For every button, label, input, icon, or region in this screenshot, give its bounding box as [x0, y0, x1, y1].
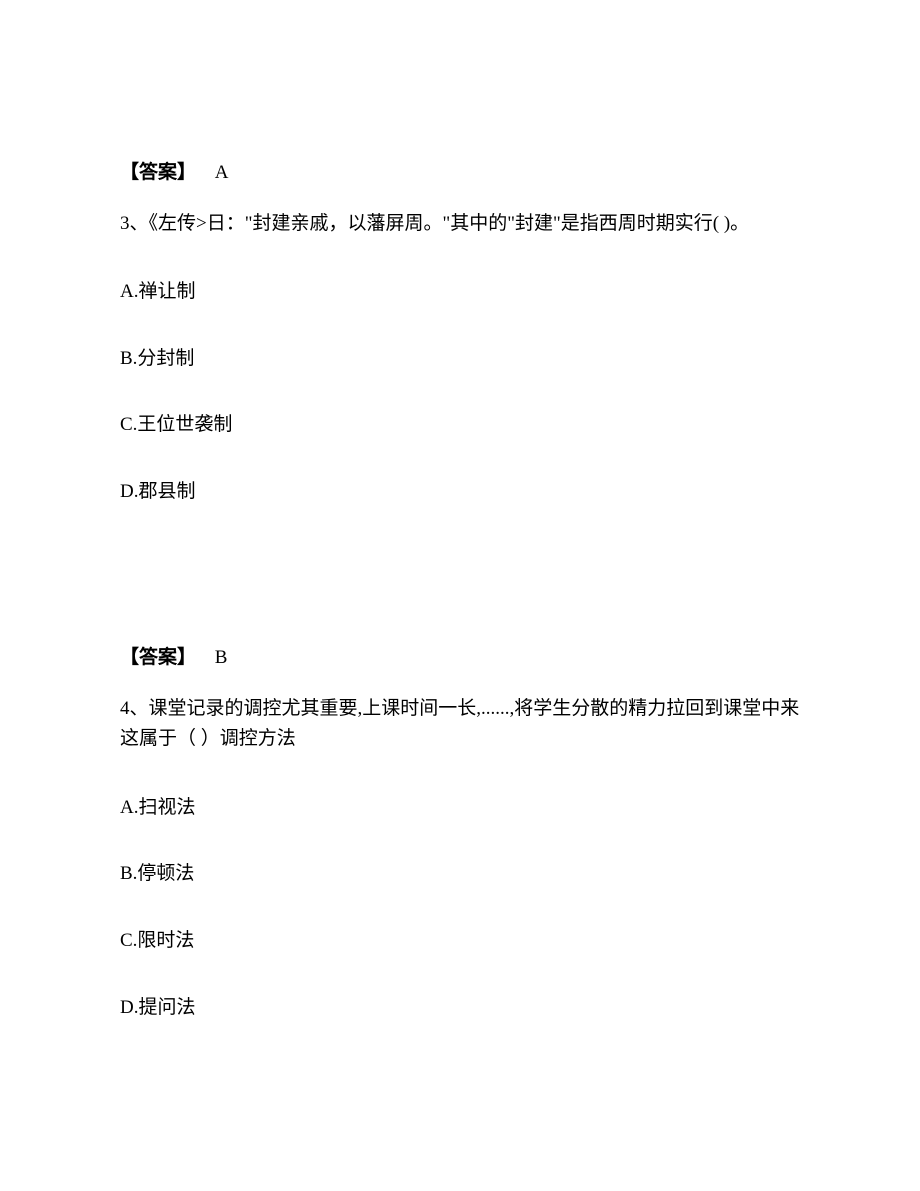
q2-answer-label: 【答案】 [120, 162, 196, 183]
q4-option-a: A.扫视法 [120, 795, 800, 822]
q2-answer-block: 【答案】 A [120, 160, 800, 187]
q3-text: 《左传>日："封建亲戚，以藩屏周。"其中的"封建"是指西周时期实行( )。 [149, 213, 750, 234]
q2-answer-value: A [215, 162, 229, 183]
q3-answer-label: 【答案】 [120, 647, 196, 668]
q4-stem: 4、课堂记录的调控尤其重要,上课时间一长,......,将学生分散的精力拉回到课… [120, 694, 800, 755]
q3-option-c: C.王位世袭制 [120, 412, 800, 439]
q3-option-b: B.分封制 [120, 346, 800, 373]
q3-stem: 3、《左传>日："封建亲戚，以藩屏周。"其中的"封建"是指西周时期实行( )。 [120, 209, 800, 239]
q3-number: 3、 [120, 213, 149, 234]
q4-text: 课堂记录的调控尤其重要,上课时间一长,......,将学生分散的精力拉回到课堂中… [120, 698, 799, 749]
q4-option-d: D.提问法 [120, 995, 800, 1022]
spacer [120, 545, 800, 645]
q3-option-a: A.禅让制 [120, 279, 800, 306]
q3-option-d: D.郡县制 [120, 479, 800, 506]
q3-answer-block: 【答案】 B [120, 645, 800, 672]
q4-option-c: C.限时法 [120, 928, 800, 955]
q3-answer-value: B [215, 647, 228, 668]
q4-option-b: B.停顿法 [120, 861, 800, 888]
q4-number: 4、 [120, 698, 149, 719]
page-content: 【答案】 A 3、《左传>日："封建亲戚，以藩屏周。"其中的"封建"是指西周时期… [0, 0, 920, 1021]
